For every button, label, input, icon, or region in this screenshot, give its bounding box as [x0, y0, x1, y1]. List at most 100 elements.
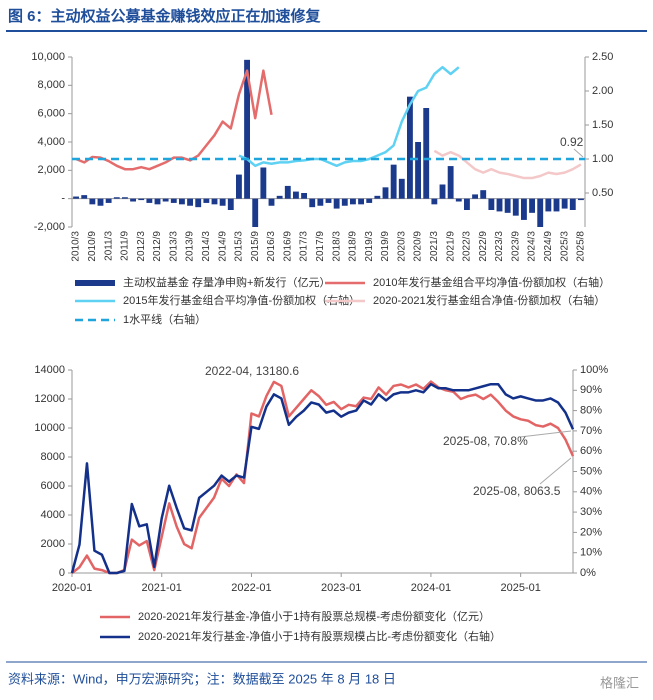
x-tick-label: 2014/9 — [217, 231, 228, 262]
y2-tick-label: 90% — [580, 384, 602, 396]
x-tick-label: 2016/3 — [266, 231, 277, 262]
bar — [138, 198, 145, 201]
bar — [219, 198, 226, 206]
bar — [366, 198, 373, 203]
bar — [537, 198, 544, 227]
bar — [146, 198, 153, 203]
y-tick-label: 10000 — [34, 422, 65, 434]
annotation: 2022-04, 13180.6 — [205, 364, 299, 378]
bar — [520, 198, 527, 220]
y2-tick-label: 30% — [580, 506, 602, 518]
bar — [178, 198, 185, 205]
bar — [382, 187, 389, 199]
bar — [260, 167, 267, 199]
x-tick-label: 2022/3 — [462, 231, 473, 262]
y-tick-label: 8000 — [41, 451, 65, 463]
bar — [447, 166, 454, 199]
x-tick-label: 2013/3 — [168, 231, 179, 262]
legend-label: 2020-2021发行基金组合净值-份额加权（右轴） — [373, 293, 605, 307]
bar — [545, 198, 552, 212]
y-tick-label: - — [61, 193, 65, 205]
bar — [488, 198, 495, 210]
y-tick-label: 10,000 — [31, 51, 65, 63]
bar — [480, 190, 487, 199]
y-tick-label: 12000 — [34, 393, 65, 405]
source-note: 资料来源：Wind，申万宏源研究；注：数据截至 2025 年 8 月 18 日 — [8, 671, 396, 687]
x-tick-label: 2025/8 — [576, 231, 587, 262]
bar — [333, 198, 340, 209]
bar — [431, 198, 438, 205]
x-tick-label: 2021/3 — [429, 231, 440, 262]
x-tick-label: 2012/3 — [136, 231, 147, 262]
bar — [235, 174, 242, 199]
bar — [73, 196, 80, 199]
legend-label: 2020-2021年发行基金-净值小于1持有股票总规模-考虑份额变化（亿元） — [138, 609, 490, 623]
bar — [358, 198, 365, 205]
x-tick-label: 2010/9 — [87, 231, 98, 262]
x-tick-label: 2014/3 — [201, 231, 212, 262]
x-tick-label: 2018/3 — [331, 231, 342, 262]
y-tick-label: 4,000 — [37, 136, 65, 148]
bar — [398, 178, 405, 199]
x-tick-label: 2015/9 — [250, 231, 261, 262]
bar — [268, 198, 275, 206]
bar — [292, 191, 299, 199]
bar — [211, 198, 218, 205]
y-tick-label: 8,000 — [37, 79, 65, 91]
x-tick-label: 2018/9 — [348, 231, 359, 262]
x-tick-label: 2025/3 — [559, 231, 570, 262]
bar — [81, 195, 88, 199]
bar — [113, 197, 120, 199]
legend-label: 2015年发行基金组合平均净值-份额加权（右轴） — [123, 293, 360, 307]
bar — [195, 198, 202, 208]
y-tick-label: 4000 — [41, 509, 65, 521]
bar — [561, 198, 568, 209]
x-tick-label: 2021/9 — [445, 231, 456, 262]
bar — [317, 198, 324, 206]
bar — [504, 198, 511, 213]
bar — [415, 142, 422, 199]
series-line — [433, 149, 582, 180]
x-tick-label: 2023/3 — [494, 231, 505, 262]
bar — [154, 198, 161, 205]
bar — [349, 198, 356, 205]
x-tick-label: 2024-01 — [411, 582, 451, 594]
x-tick-label: 2023-01 — [321, 582, 361, 594]
x-tick-label: 2025-01 — [500, 582, 540, 594]
x-tick-label: 2012/9 — [152, 231, 163, 262]
y2-tick-label: 20% — [580, 526, 602, 538]
legend-label: 1水平线（右轴） — [123, 312, 206, 326]
y-tick-label: 2000 — [41, 538, 65, 550]
bar — [512, 198, 519, 216]
bar — [472, 194, 479, 199]
watermark: 格隆汇 — [600, 675, 639, 690]
x-tick-label: 2022-01 — [231, 582, 271, 594]
x-tick-label: 2019/3 — [364, 231, 375, 262]
bar — [553, 198, 560, 212]
x-tick-label: 2017/9 — [315, 231, 326, 262]
bar — [301, 193, 308, 199]
legend-label: 2020-2021年发行基金-净值小于1持有股票规模占比-考虑份额变化（右轴） — [138, 629, 501, 643]
bar — [187, 198, 194, 206]
legend-swatch — [75, 280, 115, 286]
x-tick-label: 2016/9 — [282, 231, 293, 262]
y2-tick-label: 0.50 — [592, 187, 613, 199]
x-tick-label: 2019/9 — [380, 231, 391, 262]
bar — [130, 198, 137, 202]
bar — [227, 198, 234, 210]
y-tick-label: 14000 — [34, 364, 65, 376]
bar — [463, 198, 470, 210]
bar — [203, 198, 210, 203]
legend-label: 2010年发行基金组合平均净值-份额加权（右轴） — [373, 275, 610, 289]
bar — [244, 59, 251, 199]
series-line — [75, 69, 273, 171]
y2-tick-label: 2.50 — [592, 51, 613, 63]
x-tick-label: 2024/3 — [527, 231, 538, 262]
y2-tick-label: 80% — [580, 405, 602, 417]
y2-tick-label: 1.50 — [592, 119, 613, 131]
figure-title: 图 6：主动权益公募基金赚钱效应正在加速修复 — [8, 7, 322, 25]
bar — [341, 198, 348, 206]
x-tick-label: 2024/9 — [543, 231, 554, 262]
x-tick-label: 2017/3 — [299, 231, 310, 262]
bar — [423, 108, 430, 199]
